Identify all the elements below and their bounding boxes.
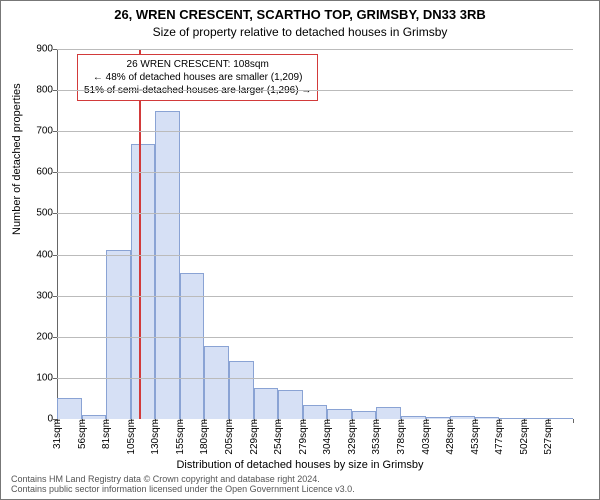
x-tick-label: 378sqm bbox=[396, 419, 407, 459]
y-tick-label: 800 bbox=[36, 85, 57, 96]
x-tick-label: 229sqm bbox=[249, 419, 260, 459]
x-tick-label: 403sqm bbox=[421, 419, 432, 459]
x-tick-label: 105sqm bbox=[126, 419, 137, 459]
plot-area: 26 WREN CRESCENT: 108sqm ← 48% of detach… bbox=[57, 49, 573, 419]
x-tick-label: 180sqm bbox=[199, 419, 210, 459]
x-tick-label: 527sqm bbox=[543, 419, 554, 459]
callout-line-1: 26 WREN CRESCENT: 108sqm bbox=[84, 58, 311, 71]
histogram-bar bbox=[376, 407, 401, 419]
highlight-marker-line bbox=[139, 49, 141, 419]
y-tick-label: 100 bbox=[36, 372, 57, 383]
histogram-bar bbox=[278, 390, 303, 419]
footer-attribution: Contains HM Land Registry data © Crown c… bbox=[11, 475, 355, 495]
gridline bbox=[57, 131, 573, 132]
histogram-bar bbox=[57, 398, 82, 419]
chart-title: 26, WREN CRESCENT, SCARTHO TOP, GRIMSBY,… bbox=[1, 7, 599, 22]
histogram-bar bbox=[229, 361, 254, 419]
gridline bbox=[57, 337, 573, 338]
x-tick-label: 205sqm bbox=[224, 419, 235, 459]
y-tick-label: 600 bbox=[36, 167, 57, 178]
x-tick-label: 130sqm bbox=[150, 419, 161, 459]
x-tick-label: 353sqm bbox=[371, 419, 382, 459]
gridline bbox=[57, 213, 573, 214]
histogram-bar bbox=[106, 250, 131, 419]
y-tick-label: 300 bbox=[36, 290, 57, 301]
x-tick-label: 279sqm bbox=[298, 419, 309, 459]
gridline bbox=[57, 296, 573, 297]
footer-line-2: Contains public sector information licen… bbox=[11, 485, 355, 495]
x-tick-label: 56sqm bbox=[77, 419, 88, 453]
x-tick-label: 254sqm bbox=[273, 419, 284, 459]
x-tick-label: 428sqm bbox=[445, 419, 456, 459]
bars-group bbox=[57, 49, 573, 419]
y-tick-label: 700 bbox=[36, 126, 57, 137]
x-axis-title: Distribution of detached houses by size … bbox=[1, 459, 599, 471]
gridline bbox=[57, 172, 573, 173]
x-tick-label: 502sqm bbox=[519, 419, 530, 459]
histogram-bar bbox=[352, 411, 377, 419]
y-tick-label: 400 bbox=[36, 249, 57, 260]
y-tick-label: 500 bbox=[36, 208, 57, 219]
histogram-bar bbox=[303, 405, 328, 419]
x-tick-mark bbox=[573, 419, 574, 423]
callout-line-2: ← 48% of detached houses are smaller (1,… bbox=[84, 71, 311, 84]
x-tick-label: 329sqm bbox=[347, 419, 358, 459]
y-tick-label: 200 bbox=[36, 331, 57, 342]
gridline bbox=[57, 255, 573, 256]
gridline bbox=[57, 90, 573, 91]
x-tick-label: 304sqm bbox=[322, 419, 333, 459]
histogram-bar bbox=[155, 111, 180, 419]
x-tick-label: 477sqm bbox=[494, 419, 505, 459]
histogram-bar bbox=[204, 346, 229, 419]
y-tick-label: 900 bbox=[36, 44, 57, 55]
x-tick-label: 31sqm bbox=[52, 419, 63, 453]
y-axis-title: Number of detached properties bbox=[11, 83, 23, 235]
x-tick-label: 81sqm bbox=[101, 419, 112, 453]
x-tick-label: 453sqm bbox=[470, 419, 481, 459]
chart-container: 26, WREN CRESCENT, SCARTHO TOP, GRIMSBY,… bbox=[0, 0, 600, 500]
callout-box: 26 WREN CRESCENT: 108sqm ← 48% of detach… bbox=[77, 54, 318, 101]
chart-subtitle: Size of property relative to detached ho… bbox=[1, 25, 599, 39]
gridline bbox=[57, 378, 573, 379]
x-tick-label: 155sqm bbox=[175, 419, 186, 459]
histogram-bar bbox=[327, 409, 352, 419]
gridline bbox=[57, 49, 573, 50]
histogram-bar bbox=[254, 388, 279, 419]
